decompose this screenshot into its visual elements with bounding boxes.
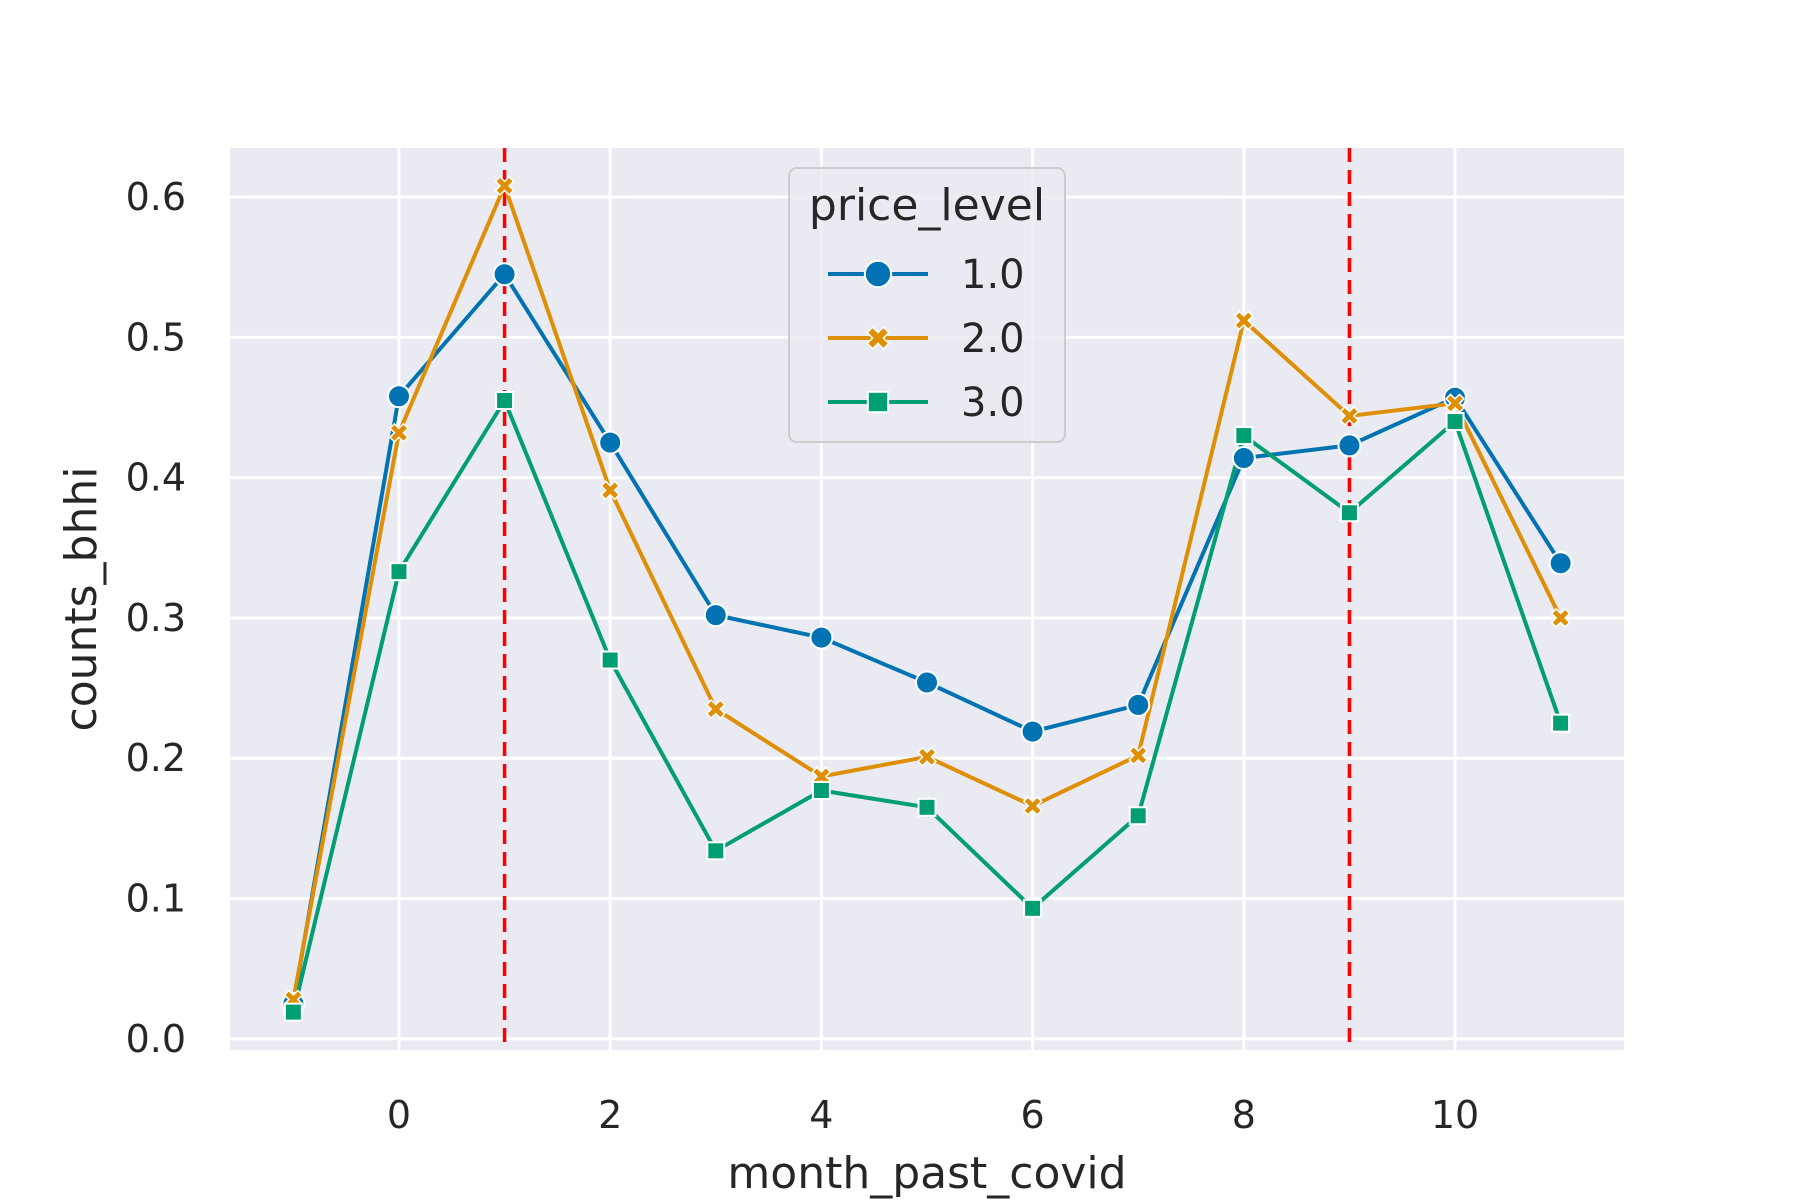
y-tick-label: 0.6 bbox=[126, 175, 186, 219]
data-point bbox=[1339, 405, 1360, 426]
y-tick-label: 0.0 bbox=[126, 1017, 186, 1061]
legend-marker bbox=[866, 390, 890, 414]
legend-label: 3.0 bbox=[961, 380, 1025, 426]
data-point bbox=[1234, 426, 1254, 446]
legend-title: price_level bbox=[809, 180, 1045, 231]
x-tick-label: 6 bbox=[1021, 1093, 1045, 1137]
data-point bbox=[915, 670, 939, 695]
data-point bbox=[1233, 310, 1254, 331]
data-point bbox=[706, 841, 726, 861]
data-point bbox=[1339, 503, 1359, 523]
data-point bbox=[1231, 446, 1256, 471]
x-tick-label: 0 bbox=[387, 1093, 411, 1137]
data-point bbox=[598, 430, 623, 455]
series-markers bbox=[281, 175, 1573, 1022]
data-point bbox=[494, 175, 515, 196]
legend-box bbox=[788, 167, 1066, 443]
data-point bbox=[703, 603, 728, 628]
y-axis-label: counts_bhhi bbox=[56, 467, 107, 732]
data-point bbox=[386, 384, 411, 409]
x-tick-label: 2 bbox=[598, 1093, 622, 1137]
data-point bbox=[1550, 607, 1571, 628]
data-point bbox=[1548, 551, 1573, 576]
data-point bbox=[1020, 719, 1045, 744]
legend: price_level 1.0 2.0 3.0 bbox=[788, 167, 1066, 443]
data-point bbox=[811, 766, 832, 787]
tick-labels: 0 2 4 6 8 10 0.0 0.1 0.2 0.3 0.4 0.5 0.6 bbox=[126, 175, 1480, 1137]
legend-marker bbox=[863, 259, 893, 289]
data-point bbox=[809, 625, 834, 650]
data-point bbox=[283, 1002, 303, 1022]
data-point bbox=[495, 391, 515, 411]
data-point bbox=[1551, 713, 1571, 733]
data-point bbox=[916, 746, 938, 767]
legend-label: 1.0 bbox=[961, 252, 1025, 298]
y-tick-label: 0.4 bbox=[126, 456, 186, 500]
data-point bbox=[917, 797, 937, 817]
legend-marker bbox=[866, 326, 890, 350]
data-point bbox=[705, 699, 726, 720]
data-point bbox=[1126, 692, 1151, 717]
y-tick-label: 0.1 bbox=[126, 876, 186, 920]
x-axis-label: month_past_covid bbox=[727, 1148, 1126, 1199]
data-point bbox=[389, 562, 409, 582]
data-point bbox=[811, 780, 831, 800]
data-point bbox=[1445, 412, 1465, 432]
data-point bbox=[1128, 806, 1148, 826]
y-tick-label: 0.3 bbox=[126, 596, 186, 640]
y-tick-label: 0.2 bbox=[126, 736, 186, 780]
data-point bbox=[600, 650, 620, 670]
data-point bbox=[1022, 795, 1043, 816]
reference-lines bbox=[502, 148, 1352, 1050]
data-point bbox=[1023, 898, 1043, 918]
x-tick-label: 10 bbox=[1431, 1093, 1479, 1137]
data-point bbox=[388, 422, 410, 443]
x-tick-label: 4 bbox=[809, 1093, 833, 1137]
data-point bbox=[600, 480, 621, 501]
data-point bbox=[1444, 393, 1466, 414]
y-tick-label: 0.5 bbox=[126, 315, 186, 359]
legend-label: 2.0 bbox=[961, 316, 1025, 362]
x-tick-label: 8 bbox=[1232, 1093, 1256, 1137]
data-point bbox=[492, 262, 517, 287]
data-point bbox=[1337, 433, 1362, 458]
data-point bbox=[1128, 745, 1149, 766]
